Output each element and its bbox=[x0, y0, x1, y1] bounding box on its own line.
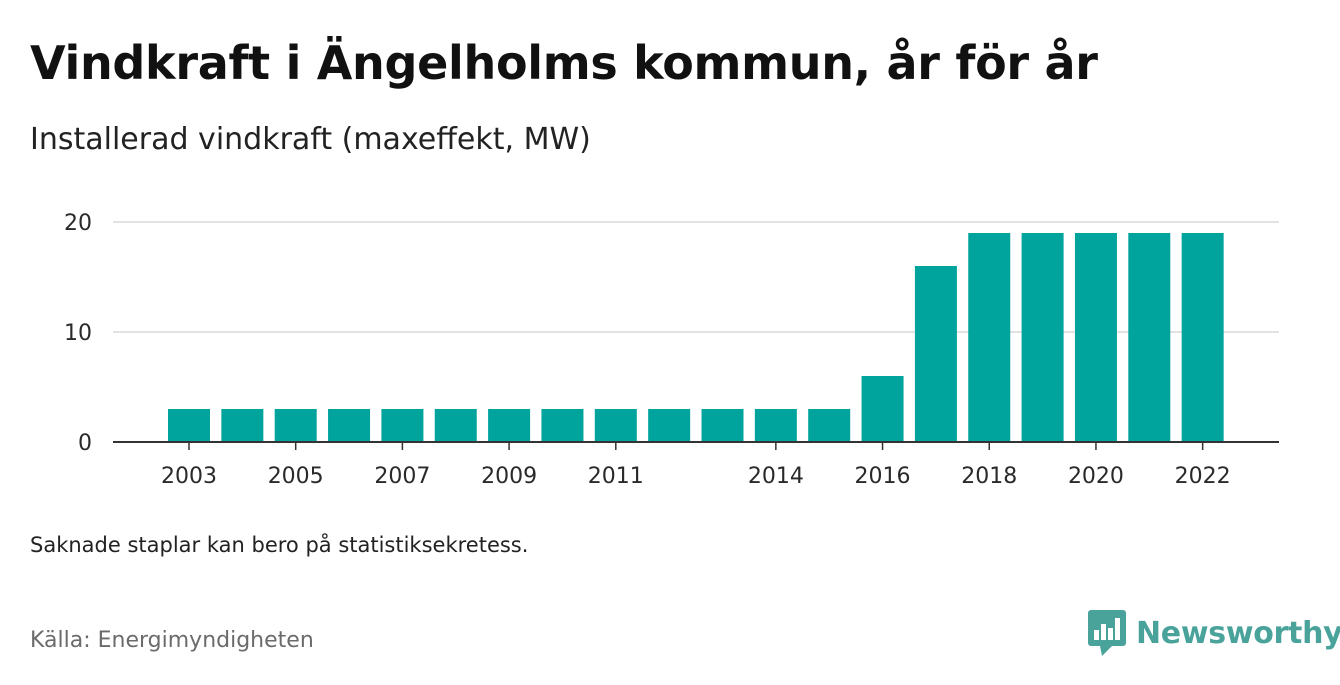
x-tick-label-2009: 2009 bbox=[481, 464, 537, 489]
bar-2016 bbox=[861, 376, 904, 442]
y-tick-label-0: 0 bbox=[78, 431, 92, 456]
brand-name: Newsworthy bbox=[1136, 615, 1340, 651]
brand-logo: Newsworthy bbox=[1088, 610, 1340, 656]
bar-2022 bbox=[1181, 233, 1224, 442]
x-tick-label-2020: 2020 bbox=[1068, 464, 1124, 489]
x-tick-label-2016: 2016 bbox=[855, 464, 911, 489]
bar-2019 bbox=[1021, 233, 1064, 442]
chart-subtitle: Installerad vindkraft (maxeffekt, MW) bbox=[30, 122, 591, 157]
bar-2005 bbox=[274, 409, 317, 442]
bars bbox=[168, 233, 1224, 442]
x-tick-label-2011: 2011 bbox=[588, 464, 644, 489]
bar-2014 bbox=[754, 409, 797, 442]
bar-2017 bbox=[914, 266, 957, 442]
bar-2006 bbox=[328, 409, 371, 442]
x-tick-label-2005: 2005 bbox=[268, 464, 324, 489]
footnote: Saknade staplar kan bero på statistiksek… bbox=[30, 533, 529, 557]
bar-2008 bbox=[434, 409, 477, 442]
bar-2004 bbox=[221, 409, 264, 442]
x-tick-label-2018: 2018 bbox=[961, 464, 1017, 489]
x-tick-label-2022: 2022 bbox=[1175, 464, 1231, 489]
bar-2020 bbox=[1074, 233, 1117, 442]
x-tick-label-2007: 2007 bbox=[374, 464, 430, 489]
newsworthy-logo-icon bbox=[1088, 610, 1126, 656]
tick-labels: 0 10 20 2003 2005 2007 2009 2011 2014 2016 2018 202… bbox=[64, 211, 1231, 489]
bar-2015 bbox=[808, 409, 851, 442]
bar-chart: 0 10 20 2003 2005 2007 2009 2011 2014 2016 2018 202… bbox=[64, 211, 1279, 489]
bar-2018 bbox=[968, 233, 1011, 442]
chart-title: Vindkraft i Ängelholms kommun, år för år bbox=[30, 36, 1098, 90]
bar-2009 bbox=[488, 409, 531, 442]
bar-2012 bbox=[648, 409, 691, 442]
bar-2021 bbox=[1128, 233, 1171, 442]
y-tick-label-10: 10 bbox=[64, 321, 92, 346]
bar-2011 bbox=[594, 409, 637, 442]
x-tick-label-2014: 2014 bbox=[748, 464, 804, 489]
source-text: Källa: Energimyndigheten bbox=[30, 628, 314, 653]
axes bbox=[113, 441, 1279, 450]
bar-2007 bbox=[381, 409, 424, 442]
x-tick-label-2003: 2003 bbox=[161, 464, 217, 489]
bar-2010 bbox=[541, 409, 584, 442]
bar-2013 bbox=[701, 409, 744, 442]
y-tick-label-20: 20 bbox=[64, 211, 92, 236]
bar-2003 bbox=[168, 409, 210, 442]
